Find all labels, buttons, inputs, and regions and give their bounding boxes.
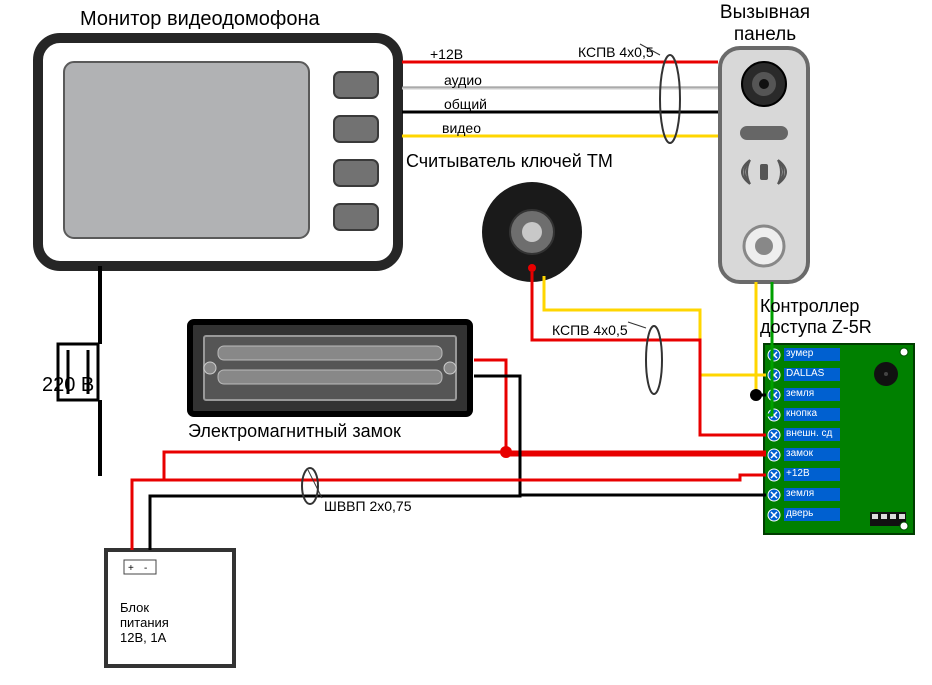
power-label: 220 В <box>42 374 94 397</box>
svg-text:-: - <box>144 563 147 574</box>
reader-title: Считыватель ключей ТМ <box>406 151 613 172</box>
controller-pin-label: DALLAS <box>786 368 824 379</box>
controller-pin-label: земля <box>786 388 814 399</box>
controller-pin-label: замок <box>786 448 813 459</box>
monitor-title: Монитор видеодомофона <box>80 8 320 31</box>
svg-text:+: + <box>128 563 134 574</box>
lock-title: Электромагнитный замок <box>188 421 401 442</box>
controller-pin-label: земля <box>786 488 814 499</box>
controller-pin-label: кнопка <box>786 408 817 419</box>
call-panel-title: Вызывнаяпанель <box>710 2 820 46</box>
wire-video-label: видео <box>442 120 481 136</box>
controller-pin-label: дверь <box>786 508 813 519</box>
cable2-label: КСПВ 4x0,5 <box>552 322 628 338</box>
psu-text: Блок питания 12В, 1А <box>120 600 169 645</box>
wire-audio-label: аудио <box>444 72 482 88</box>
cable1-label: КСПВ 4x0,5 <box>578 44 654 60</box>
controller-pin-label: внешн. сд <box>786 428 832 439</box>
controller-pin-label: +12В <box>786 468 810 479</box>
wire-12v-label: +12В <box>430 46 463 62</box>
controller-title: Контроллер доступа Z-5R <box>760 296 930 338</box>
wire-common-label: общий <box>444 96 487 112</box>
cable3-label: ШВВП 2x0,75 <box>324 498 412 514</box>
controller-pin-label: зумер <box>786 348 813 359</box>
